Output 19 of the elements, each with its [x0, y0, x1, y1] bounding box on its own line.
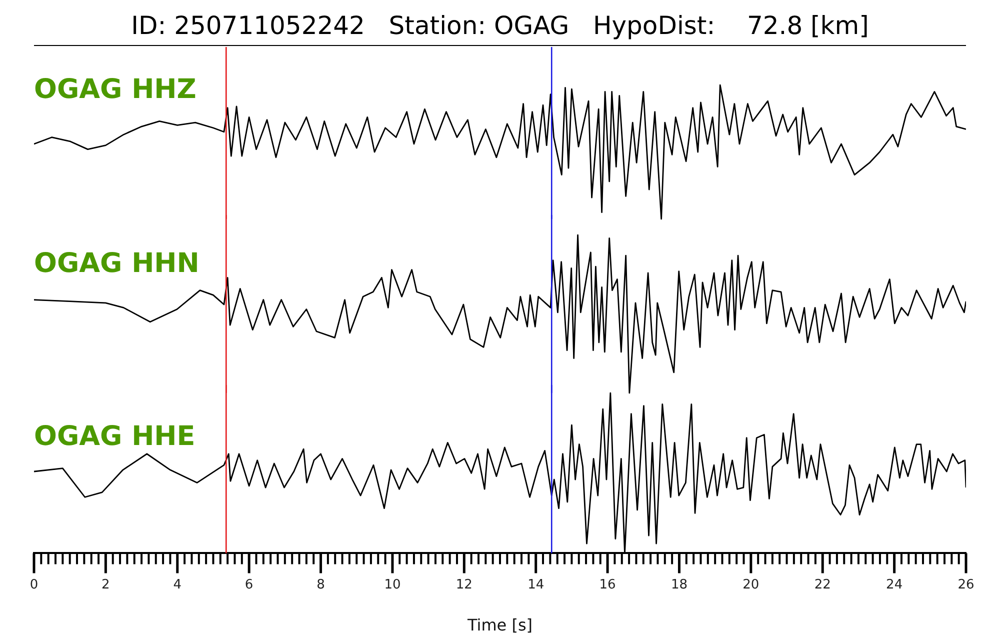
x-tick-label: 0 — [30, 577, 38, 592]
x-tick-label: 16 — [599, 577, 616, 592]
x-tick-label: 14 — [528, 577, 544, 592]
x-tick-label: 22 — [814, 577, 831, 592]
chart-title: ID: 250711052242 Station: OGAG HypoDist: 72.8 [km] — [34, 6, 966, 46]
x-axis-title: Time [s] — [466, 616, 533, 635]
annotation: OGAG HHE — [34, 421, 196, 452]
annotation: OGAG HHN — [34, 248, 200, 280]
x-tick-label: 2 — [102, 577, 110, 592]
x-tick-label: 24 — [886, 577, 903, 592]
x-tick-label: 26 — [958, 577, 974, 592]
x-tick-label: 20 — [742, 577, 760, 592]
annotation: OGAG HHZ — [34, 74, 196, 106]
x-tick-label: 4 — [173, 577, 182, 592]
x-tick-label: 8 — [316, 577, 325, 592]
x-tick-label: 12 — [456, 577, 472, 592]
x-tick-label: 10 — [384, 577, 401, 592]
x-tick-label: 6 — [244, 577, 254, 592]
x-tick-label: 18 — [670, 577, 688, 592]
